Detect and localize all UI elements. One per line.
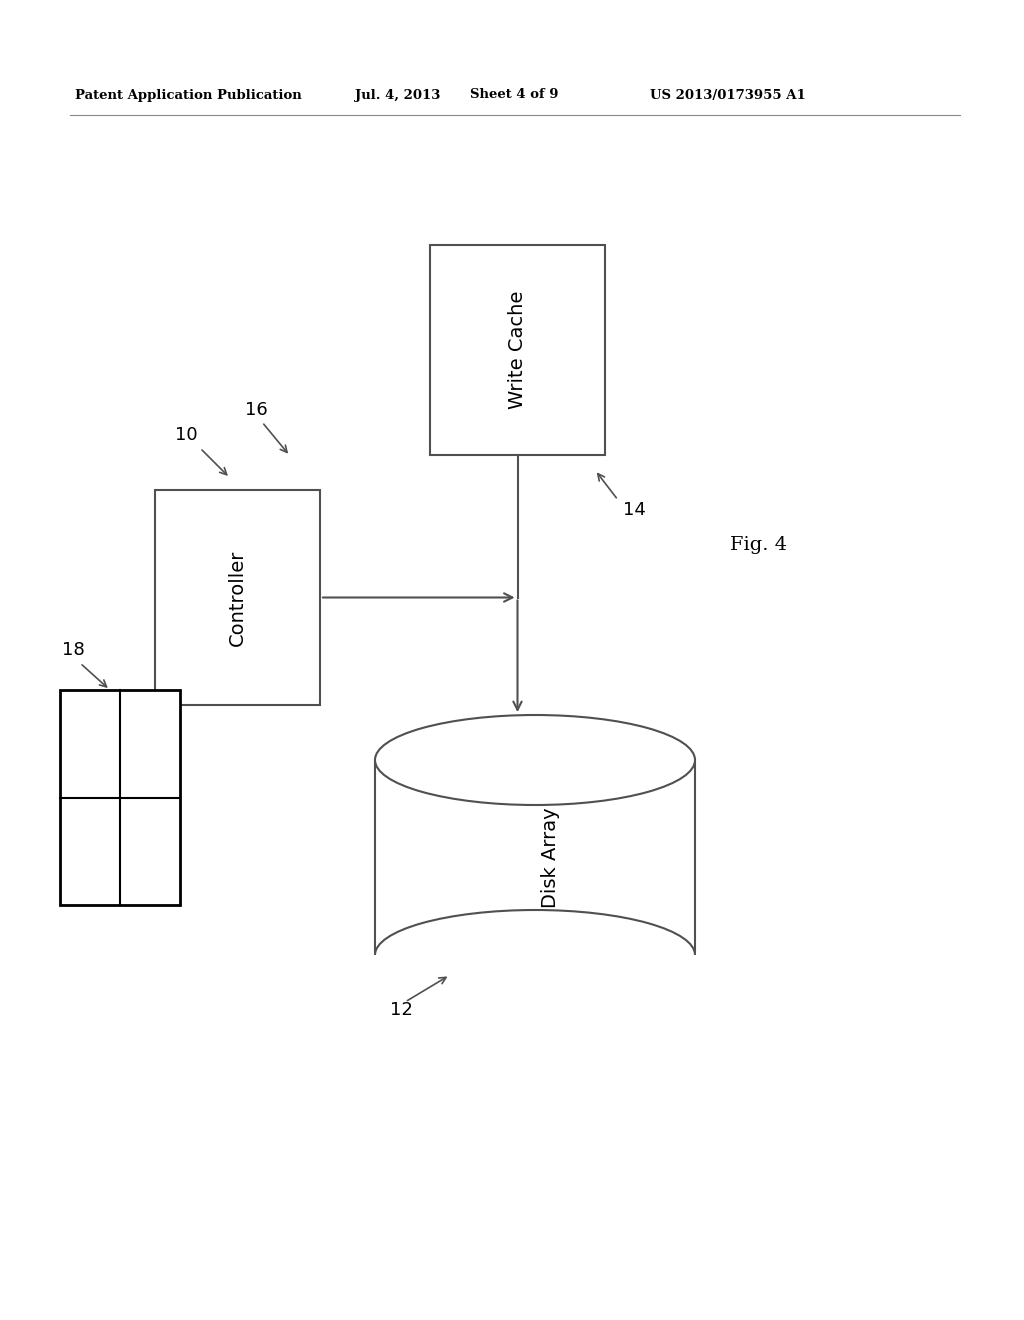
Text: 14: 14: [623, 502, 646, 519]
Text: US 2013/0173955 A1: US 2013/0173955 A1: [650, 88, 806, 102]
Text: 18: 18: [62, 642, 85, 659]
Bar: [155, 490, 319, 705]
Text: Write Cache: Write Cache: [508, 290, 527, 409]
Ellipse shape: [375, 715, 695, 805]
Bar: [60, 690, 180, 906]
Text: 12: 12: [390, 1001, 413, 1019]
Text: Disk Array: Disk Array: [541, 808, 559, 908]
Text: 16: 16: [245, 401, 267, 418]
Text: Patent Application Publication: Patent Application Publication: [75, 88, 302, 102]
Text: Fig. 4: Fig. 4: [730, 536, 787, 554]
Bar: [430, 246, 605, 455]
Text: Sheet 4 of 9: Sheet 4 of 9: [470, 88, 558, 102]
Text: 10: 10: [175, 426, 198, 444]
Text: Jul. 4, 2013: Jul. 4, 2013: [355, 88, 440, 102]
Text: Controller: Controller: [228, 549, 247, 645]
